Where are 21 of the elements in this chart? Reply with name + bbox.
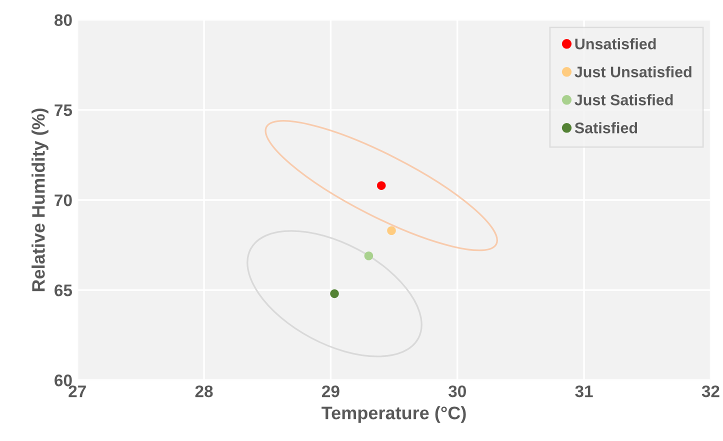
legend-label: Unsatisfied xyxy=(575,38,656,50)
legend-label: Just Satisfied xyxy=(574,94,673,106)
y-tick-label: 70 xyxy=(54,194,72,206)
y-axis-title: Relative Humidity (%) xyxy=(32,108,48,292)
point xyxy=(330,289,339,298)
x-axis-title: Temperature (°C) xyxy=(322,406,466,423)
x-tick-label: 28 xyxy=(195,385,213,398)
legend-label: Satisfied xyxy=(574,122,638,134)
y-tick-label: 75 xyxy=(54,104,72,116)
x-tick-label: 29 xyxy=(322,385,340,398)
point xyxy=(364,251,374,260)
point xyxy=(376,181,386,190)
x-tick-label: 32 xyxy=(702,385,720,398)
y-tick-label: 80 xyxy=(54,14,72,26)
legend-label: Just Unsatisfied xyxy=(574,66,692,78)
x-tick-label: 27 xyxy=(68,385,86,398)
point xyxy=(387,226,396,236)
y-tick-label: 65 xyxy=(54,284,72,296)
x-tick-label: 30 xyxy=(448,385,466,398)
x-tick-label: 31 xyxy=(575,385,593,398)
y-tick-label: 60 xyxy=(54,374,72,386)
